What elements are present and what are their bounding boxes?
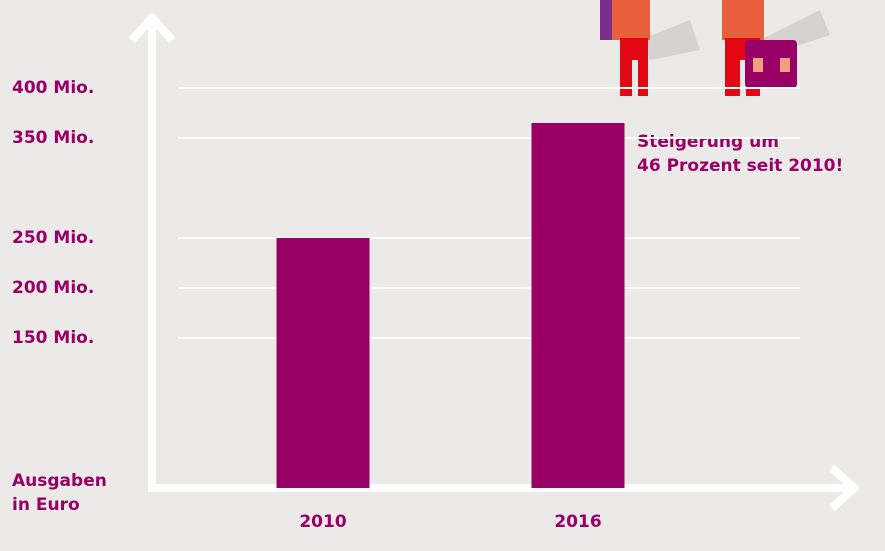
annotation: 46 Prozent seit 2010! bbox=[637, 156, 843, 176]
bar bbox=[277, 238, 370, 488]
x-tick-label: 2010 bbox=[299, 512, 346, 532]
chart: Ausgaben in Euro Steigerung um 46 Prozen… bbox=[0, 0, 885, 551]
page: {"chart_data": {"type": "bar", "y_label"… bbox=[0, 0, 885, 551]
annotation: Steigerung um bbox=[637, 132, 779, 152]
y-tick-label: 250 Mio. bbox=[12, 228, 94, 248]
y-tick-label: 350 Mio. bbox=[12, 128, 94, 148]
y-axis bbox=[132, 18, 172, 490]
x-axis bbox=[148, 468, 854, 508]
y-tick-label: 200 Mio. bbox=[12, 278, 94, 298]
x-tick-label: 2016 bbox=[554, 512, 601, 532]
bar bbox=[532, 123, 625, 488]
y-axis-label: Ausgaben bbox=[12, 471, 107, 491]
y-axis-label: in Euro bbox=[12, 495, 80, 515]
y-tick-label: 400 Mio. bbox=[12, 78, 94, 98]
y-tick-label: 150 Mio. bbox=[12, 328, 94, 348]
illustration bbox=[600, 0, 830, 96]
